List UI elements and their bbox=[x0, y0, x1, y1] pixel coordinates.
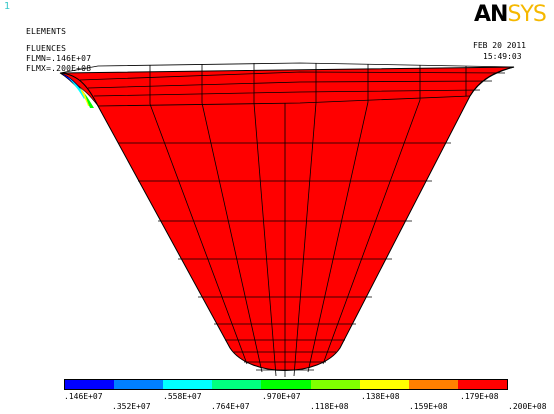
date-stamp: FEB 20 2011 bbox=[473, 41, 526, 50]
header-result-type: FLUENCES bbox=[26, 44, 67, 53]
ansys-logo: ANSYS bbox=[474, 2, 547, 27]
funnel-body bbox=[59, 62, 515, 377]
contour-legend-bar bbox=[64, 379, 508, 390]
legend-label: .159E+08 bbox=[409, 402, 448, 411]
header-max-value: FLMX=.200E+08 bbox=[26, 64, 92, 73]
window-number: 1 bbox=[4, 1, 11, 12]
header-min-value: FLMN=.146E+07 bbox=[26, 54, 92, 63]
time-stamp: 15:49:03 bbox=[483, 52, 522, 61]
legend-label: .179E+08 bbox=[460, 392, 499, 401]
header-title: ELEMENTS bbox=[26, 27, 67, 36]
legend-label: .138E+08 bbox=[361, 392, 400, 401]
legend-label: .146E+07 bbox=[64, 392, 103, 401]
legend-label: .970E+07 bbox=[262, 392, 301, 401]
legend-label: .764E+07 bbox=[211, 402, 250, 411]
legend-label: .352E+07 bbox=[112, 402, 151, 411]
legend-label: .200E+08 bbox=[508, 402, 547, 411]
legend-label: .558E+07 bbox=[163, 392, 202, 401]
legend-label: .118E+08 bbox=[310, 402, 349, 411]
